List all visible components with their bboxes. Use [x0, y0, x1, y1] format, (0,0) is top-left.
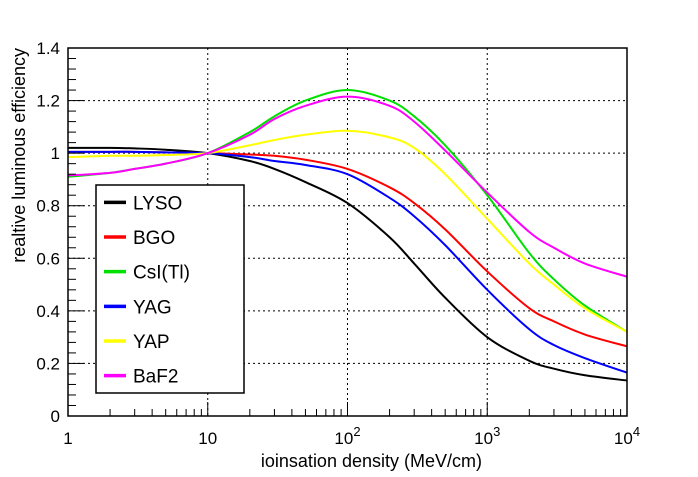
x-axis-title: ioinsation density (MeV/cm): [261, 451, 482, 471]
legend-label: CsI(Tl): [133, 263, 190, 284]
y-tick-label: 0.4: [36, 302, 60, 321]
series-line-lyso: [67, 146, 628, 382]
x-tick-exponent: 2: [353, 424, 360, 439]
series-line-baf2: [67, 95, 628, 278]
y-tick-label: 0.6: [36, 249, 60, 268]
y-tick-label: 1: [51, 144, 60, 163]
legend-label: BaF2: [133, 367, 178, 388]
legend-label: LYSO: [133, 193, 182, 214]
legend-box: [95, 184, 245, 394]
x-tick-exponent: 4: [633, 424, 640, 439]
legend: LYSO BGO CsI(Tl) YAG YAP BaF2: [95, 184, 245, 394]
axis-ticks: [67, 47, 622, 417]
x-tick-label: 1: [63, 429, 72, 448]
y-tick-label: 1.2: [36, 92, 60, 111]
y-tick-label: 0.8: [36, 197, 60, 216]
series-lines: [67, 89, 628, 382]
legend-label: YAP: [133, 332, 170, 353]
y-tick-label: 0: [51, 407, 60, 426]
series-line-yap: [67, 129, 628, 333]
series-line-yag: [67, 150, 628, 374]
x-tick-exponent: 3: [493, 424, 500, 439]
y-tick-label: 0.2: [36, 354, 60, 373]
legend-label: BGO: [133, 228, 175, 249]
x-tick-label: 10: [198, 429, 217, 448]
legend-label: YAG: [133, 297, 172, 318]
y-tick-label: 1.4: [36, 39, 60, 58]
y-axis-title: realtive luminous efficiency: [9, 48, 29, 263]
